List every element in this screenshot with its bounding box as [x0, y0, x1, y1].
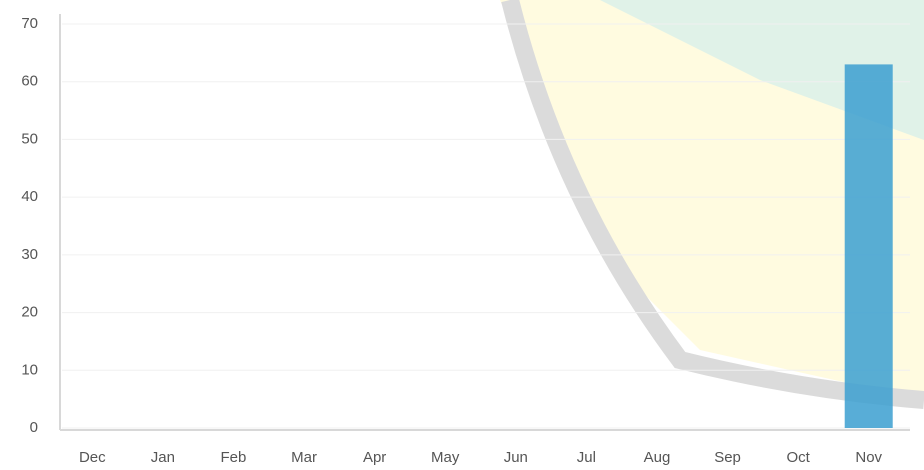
- x-tick-label: Mar: [291, 449, 317, 466]
- x-tick-label: May: [431, 449, 460, 466]
- y-tick-label: 40: [21, 188, 38, 205]
- x-tick-label: Jan: [151, 449, 175, 466]
- x-tick-label: Aug: [644, 449, 671, 466]
- x-tick-label: Jul: [577, 449, 596, 466]
- y-tick-label: 60: [21, 73, 38, 90]
- y-tick-label: 20: [21, 304, 38, 321]
- x-tick-label: Feb: [221, 449, 247, 466]
- y-tick-label: 70: [21, 15, 38, 32]
- y-tick-label: 10: [21, 361, 38, 378]
- x-tick-label: Oct: [786, 449, 810, 466]
- x-tick-label: Nov: [855, 449, 882, 466]
- x-tick-label: Jun: [504, 449, 528, 466]
- y-tick-label: 30: [21, 246, 38, 263]
- x-tick-label: Apr: [363, 449, 386, 466]
- y-tick-label: 50: [21, 130, 38, 147]
- x-tick-label: Dec: [79, 449, 106, 466]
- x-tick-label: Sep: [714, 449, 741, 466]
- y-tick-label: 0: [30, 419, 38, 436]
- chart: 0 10 20 30 40 50 60 70 Dec Jan Feb Mar Apr May Jun Jul A…: [0, 0, 924, 470]
- bar: [845, 64, 893, 428]
